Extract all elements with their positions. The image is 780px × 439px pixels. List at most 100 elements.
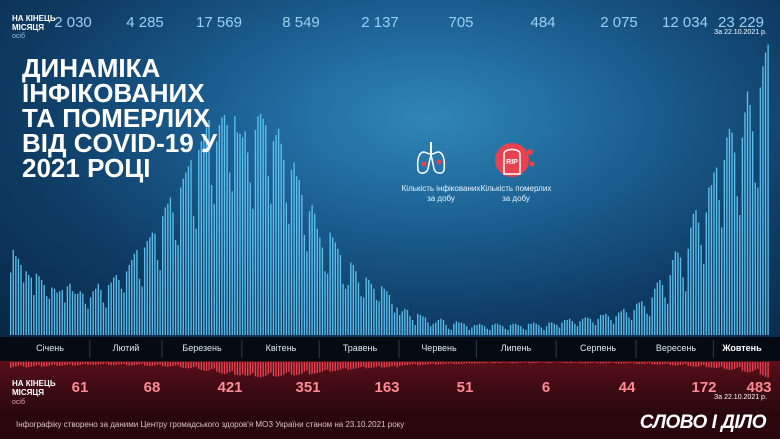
infected-daily-bar — [445, 325, 447, 335]
infected-daily-bar — [646, 313, 648, 335]
deaths-daily-bar — [440, 362, 442, 365]
deaths-daily-bar — [149, 362, 151, 367]
deaths-daily-bar — [236, 362, 239, 376]
infected-daily-bar — [543, 330, 545, 335]
infected-daily-bar — [228, 172, 231, 335]
deaths-daily-bar — [455, 362, 458, 364]
infected-daily-bar — [659, 280, 661, 335]
deaths-daily-bar — [494, 362, 496, 364]
infected-daily-bar — [48, 298, 51, 335]
deaths-daily-bar — [612, 362, 615, 363]
infected-daily-bar — [373, 288, 375, 335]
infected-daily-bar — [494, 323, 496, 335]
deaths-daily-bar — [226, 362, 228, 374]
deaths-daily-bar — [460, 362, 463, 364]
chart-title: Динаміка інфікованих та померлих від COV… — [22, 53, 218, 183]
deaths-daily-bar — [512, 362, 514, 364]
deaths-daily-bar — [56, 362, 58, 366]
deaths-daily-bar — [654, 362, 656, 365]
legend-infected-icon — [414, 138, 448, 185]
deaths-daily-bar — [762, 362, 764, 376]
deaths-daily-bar — [718, 362, 720, 368]
infected-daily-bar — [669, 275, 671, 335]
infected-daily-bar — [654, 288, 656, 335]
deaths-daily-bar — [618, 362, 620, 364]
infected-daily-bar — [674, 251, 677, 335]
deaths-daily-bar — [690, 362, 692, 367]
infected-daily-bar — [502, 326, 504, 335]
deaths-daily-bar — [280, 362, 282, 376]
infected-daily-bar — [496, 323, 499, 335]
infected-daily-bar — [138, 278, 141, 335]
infected-daily-bar — [638, 302, 640, 335]
deaths-daily-bar — [334, 362, 336, 371]
deaths-daily-bar — [429, 362, 432, 364]
deaths-daily-bar — [532, 362, 535, 364]
deaths-daily-bar — [33, 362, 35, 367]
infected-daily-bar — [169, 197, 172, 335]
infected-daily-bar — [17, 258, 20, 335]
deaths-daily-bar — [156, 362, 159, 365]
deaths-daily-bar — [46, 362, 48, 367]
deaths-daily-bar — [25, 362, 27, 368]
infected-daily-bar — [100, 290, 102, 335]
deaths-daily-bar — [721, 362, 723, 367]
infected-daily-bar — [538, 325, 540, 335]
deaths-daily-bar — [682, 362, 684, 365]
infected-daily-bar — [386, 291, 388, 335]
infected-daily-bar — [703, 263, 705, 335]
infected-daily-bar — [375, 300, 378, 335]
infected-daily-bar — [128, 265, 130, 335]
infected-total-oct: 23 229 — [718, 14, 764, 31]
infected-daily-bar — [97, 283, 99, 335]
deaths-daily-bar — [728, 362, 731, 370]
deaths-total-may: 163 — [374, 379, 400, 396]
deaths-daily-bar — [491, 362, 494, 364]
deaths-daily-bar — [234, 362, 236, 375]
infected-daily-bar — [648, 316, 651, 335]
infected-daily-bar — [605, 313, 607, 335]
infected-daily-bar — [466, 326, 468, 335]
infected-daily-bar — [141, 286, 143, 335]
infected-daily-bar — [527, 323, 530, 335]
infected-daily-bar — [396, 307, 398, 335]
infected-daily-bar — [380, 286, 383, 335]
deaths-daily-bar — [522, 362, 525, 363]
infected-daily-bar — [198, 150, 200, 335]
deaths-daily-bar — [481, 362, 483, 364]
deaths-daily-bar — [548, 362, 550, 363]
infected-daily-bar — [656, 282, 659, 335]
infected-daily-bar — [429, 326, 432, 335]
deaths-daily-bar — [347, 362, 349, 370]
deaths-daily-bar — [221, 362, 223, 374]
deaths-daily-bar — [375, 362, 378, 367]
deaths-daily-bar — [185, 362, 187, 369]
deaths-daily-bar — [164, 362, 166, 367]
infected-daily-bar — [234, 116, 236, 335]
infected-daily-bar — [43, 285, 45, 335]
infected-total-feb: 4 285 — [126, 14, 164, 31]
infected-daily-bar — [326, 273, 329, 335]
deaths-daily-bar — [146, 362, 148, 366]
infected-daily-bar — [28, 275, 30, 335]
deaths-daily-bar — [71, 362, 74, 366]
deaths-daily-bar — [218, 362, 221, 373]
infected-daily-bar — [599, 315, 602, 335]
deaths-daily-bar — [684, 362, 687, 364]
deaths-daily-bar — [249, 362, 251, 375]
infected-daily-bar — [520, 326, 522, 335]
infected-daily-bar — [221, 117, 223, 335]
infected-daily-bar — [329, 232, 331, 335]
infected-daily-bar — [324, 271, 326, 335]
deaths-daily-bar — [30, 362, 32, 367]
infected-daily-bar — [383, 288, 385, 335]
deaths-daily-bar — [484, 362, 486, 364]
infected-daily-bar — [486, 328, 488, 335]
deaths-daily-bar — [100, 362, 102, 365]
infected-daily-bar — [102, 302, 105, 335]
infected-daily-bar — [51, 287, 53, 335]
deaths-daily-bar — [656, 362, 659, 365]
infected-daily-bar — [223, 115, 226, 335]
deaths-daily-bar — [110, 362, 112, 366]
infected-daily-bar — [509, 325, 512, 335]
